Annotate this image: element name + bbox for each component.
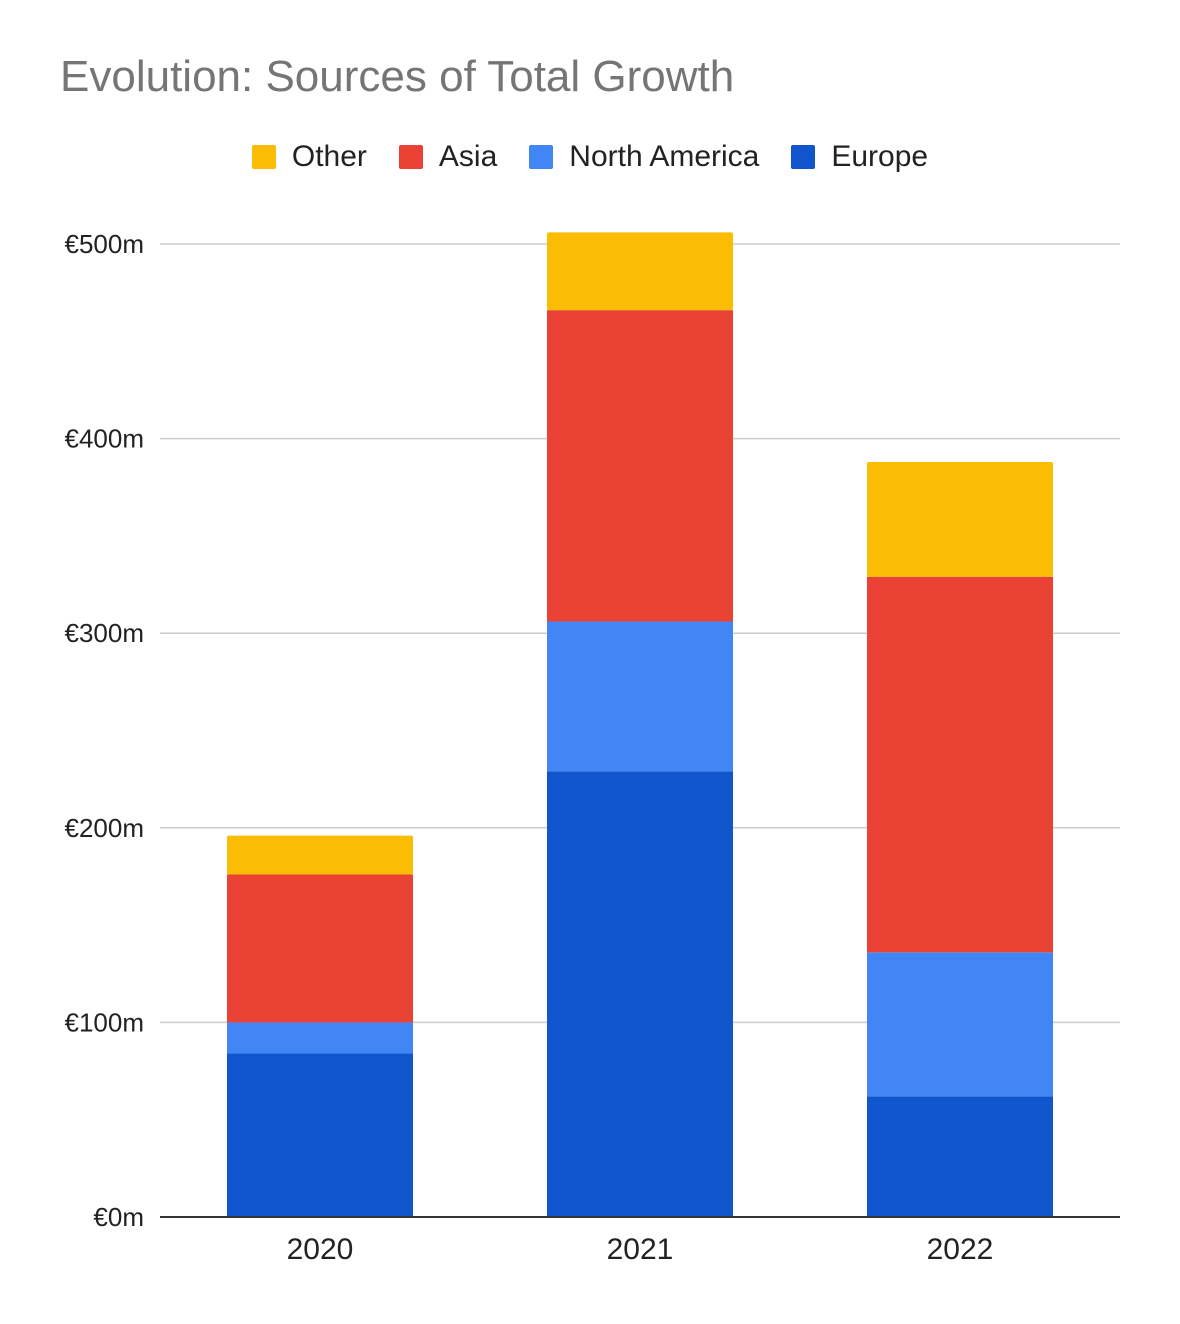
bar-segment-asia <box>867 576 1053 953</box>
bar-segment-other <box>867 461 1053 577</box>
x-tick-label: 2021 <box>607 1233 674 1266</box>
y-tick-label: €400m <box>65 424 145 454</box>
legend-swatch <box>529 145 554 169</box>
bar-segment-other <box>227 835 413 875</box>
bar-segment-europe <box>227 1053 413 1217</box>
x-tick-label: 2022 <box>927 1233 994 1266</box>
chart-title: Evolution: Sources of Total Growth <box>60 52 735 101</box>
bar-segment-asia <box>227 874 413 1023</box>
y-tick-label: €100m <box>65 1007 145 1037</box>
bar-segment-north-america <box>227 1022 413 1054</box>
legend-swatch <box>398 145 423 169</box>
bar-segment-europe <box>867 1096 1053 1217</box>
bar-segment-europe <box>547 771 733 1217</box>
x-tick-label: 2020 <box>287 1233 354 1266</box>
bar-segment-north-america <box>867 952 1053 1097</box>
legend-label: North America <box>569 140 760 173</box>
y-tick-label: €0m <box>93 1202 144 1232</box>
bar-segment-asia <box>547 310 733 622</box>
y-tick-label: €500m <box>65 229 145 259</box>
legend-swatch <box>791 145 816 169</box>
legend-label: Europe <box>831 140 929 173</box>
legend-item: North America <box>529 140 759 174</box>
legend-label: Asia <box>438 140 498 173</box>
bar-segment-other <box>547 232 733 311</box>
legend-label: Other <box>291 140 367 173</box>
y-tick-label: €300m <box>65 618 145 648</box>
legend: Other Asia North America Europe <box>0 140 1180 174</box>
bar-segment-north-america <box>547 621 733 772</box>
y-tick-label: €200m <box>65 813 145 843</box>
legend-item: Other <box>251 140 367 174</box>
legend-item: Europe <box>791 140 928 174</box>
legend-item: Asia <box>398 140 498 174</box>
legend-swatch <box>251 145 276 169</box>
